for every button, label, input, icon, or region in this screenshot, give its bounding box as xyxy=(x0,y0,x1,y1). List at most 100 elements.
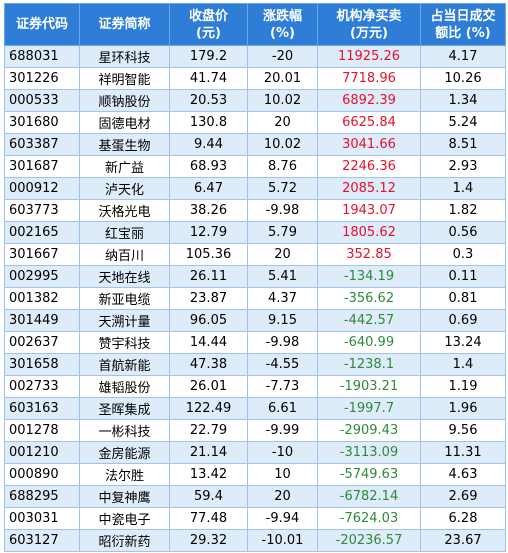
cell-share: 1.96 xyxy=(420,397,506,420)
cell-close: 96.05 xyxy=(169,309,248,332)
header-change: 涨跌幅 (%) xyxy=(247,3,318,46)
cell-close: 12.79 xyxy=(169,221,248,244)
cell-share: 2.69 xyxy=(420,485,506,508)
cell-close: 105.36 xyxy=(169,243,248,266)
cell-change: -9.98 xyxy=(247,331,318,354)
cell-net-buy: -442.57 xyxy=(317,309,421,332)
cell-net-buy: 1805.62 xyxy=(317,221,421,244)
cell-change: -4.55 xyxy=(247,353,318,376)
cell-close: 22.79 xyxy=(169,419,248,442)
header-row: 证券代码 证券简称 收盘价 (元) 涨跌幅 (%) 机构净买卖 (万元) 占当日成交额… xyxy=(4,3,506,46)
cell-close: 14.44 xyxy=(169,331,248,354)
cell-name: 首航新能 xyxy=(79,353,170,376)
cell-net-buy: 2246.36 xyxy=(317,155,421,178)
cell-net-buy: -134.19 xyxy=(317,265,421,288)
cell-name: 新广益 xyxy=(79,155,170,178)
cell-code: 688031 xyxy=(4,45,80,68)
cell-name: 中瓷电子 xyxy=(79,507,170,530)
cell-close: 20.53 xyxy=(169,89,248,112)
table-row: 603773 沃格光电 38.26 -9.98 1943.07 1.82 xyxy=(4,199,506,222)
cell-code: 000890 xyxy=(4,463,80,486)
cell-change: 20 xyxy=(247,485,318,508)
cell-change: 10 xyxy=(247,463,318,486)
cell-name: 天溯计量 xyxy=(79,309,170,332)
table-row: 603127 昭衍新药 29.32 -10.01 -20236.57 23.67 xyxy=(4,529,506,552)
cell-name: 中复神鹰 xyxy=(79,485,170,508)
cell-share: 0.11 xyxy=(420,265,506,288)
cell-net-buy: 1943.07 xyxy=(317,199,421,222)
cell-change: -9.94 xyxy=(247,507,318,530)
cell-code: 603127 xyxy=(4,529,80,552)
cell-share: 1.19 xyxy=(420,375,506,398)
cell-change: 10.02 xyxy=(247,89,318,112)
cell-close: 59.4 xyxy=(169,485,248,508)
cell-share: 5.24 xyxy=(420,111,506,134)
cell-code: 301658 xyxy=(4,353,80,376)
cell-code: 002165 xyxy=(4,221,80,244)
cell-share: 1.34 xyxy=(420,89,506,112)
cell-net-buy: -3113.09 xyxy=(317,441,421,464)
cell-close: 41.74 xyxy=(169,67,248,90)
cell-change: 20.01 xyxy=(247,67,318,90)
table-row: 301667 纳百川 105.36 20 352.85 0.3 xyxy=(4,243,506,266)
cell-share: 9.56 xyxy=(420,419,506,442)
cell-name: 赞宇科技 xyxy=(79,331,170,354)
table-row: 301687 新广益 68.93 8.76 2246.36 2.93 xyxy=(4,155,506,178)
cell-code: 001382 xyxy=(4,287,80,310)
cell-net-buy: -7624.03 xyxy=(317,507,421,530)
header-close: 收盘价 (元) xyxy=(169,3,248,46)
table-row: 301226 祥明智能 41.74 20.01 7718.96 10.26 xyxy=(4,67,506,90)
data-table-container: 证券代码 证券简称 收盘价 (元) 涨跌幅 (%) 机构净买卖 (万元) 占当日成交额… xyxy=(4,3,506,552)
cell-share: 4.17 xyxy=(420,45,506,68)
cell-close: 38.26 xyxy=(169,199,248,222)
cell-share: 10.26 xyxy=(420,67,506,90)
cell-net-buy: -20236.57 xyxy=(317,529,421,552)
cell-code: 301226 xyxy=(4,67,80,90)
cell-name: 星环科技 xyxy=(79,45,170,68)
cell-close: 21.14 xyxy=(169,441,248,464)
cell-name: 法尔胜 xyxy=(79,463,170,486)
cell-code: 688295 xyxy=(4,485,80,508)
cell-name: 顺钠股份 xyxy=(79,89,170,112)
cell-close: 26.01 xyxy=(169,375,248,398)
table-row: 000890 法尔胜 13.42 10 -5749.63 4.63 xyxy=(4,463,506,486)
cell-code: 003031 xyxy=(4,507,80,530)
cell-code: 301667 xyxy=(4,243,80,266)
table-row: 002165 红宝丽 12.79 5.79 1805.62 0.56 xyxy=(4,221,506,244)
cell-net-buy: 6625.84 xyxy=(317,111,421,134)
cell-share: 4.63 xyxy=(420,463,506,486)
cell-share: 11.31 xyxy=(420,441,506,464)
cell-close: 179.2 xyxy=(169,45,248,68)
table-row: 001210 金房能源 21.14 -10 -3113.09 11.31 xyxy=(4,441,506,464)
cell-share: 0.81 xyxy=(420,287,506,310)
cell-name: 金房能源 xyxy=(79,441,170,464)
cell-share: 6.28 xyxy=(420,507,506,530)
table-row: 001382 新亚电缆 23.87 4.37 -356.62 0.81 xyxy=(4,287,506,310)
table-row: 301449 天溯计量 96.05 9.15 -442.57 0.69 xyxy=(4,309,506,332)
cell-name: 圣晖集成 xyxy=(79,397,170,420)
cell-change: 8.76 xyxy=(247,155,318,178)
cell-close: 47.38 xyxy=(169,353,248,376)
cell-close: 23.87 xyxy=(169,287,248,310)
institution-trading-table: 证券代码 证券简称 收盘价 (元) 涨跌幅 (%) 机构净买卖 (万元) 占当日成交额… xyxy=(4,3,506,552)
cell-share: 0.56 xyxy=(420,221,506,244)
table-row: 000533 顺钠股份 20.53 10.02 6892.39 1.34 xyxy=(4,89,506,112)
cell-share: 1.82 xyxy=(420,199,506,222)
cell-code: 603163 xyxy=(4,397,80,420)
cell-share: 8.51 xyxy=(420,133,506,156)
cell-net-buy: -6782.14 xyxy=(317,485,421,508)
cell-share: 1.4 xyxy=(420,177,506,200)
cell-change: 4.37 xyxy=(247,287,318,310)
table-row: 002995 天地在线 26.11 5.41 -134.19 0.11 xyxy=(4,265,506,288)
cell-code: 603387 xyxy=(4,133,80,156)
cell-name: 纳百川 xyxy=(79,243,170,266)
cell-name: 祥明智能 xyxy=(79,67,170,90)
cell-change: -20 xyxy=(247,45,318,68)
cell-name: 固德电材 xyxy=(79,111,170,134)
table-row: 688031 星环科技 179.2 -20 11925.26 4.17 xyxy=(4,45,506,68)
cell-change: 20 xyxy=(247,111,318,134)
header-share: 占当日成交 额比 (%) xyxy=(420,3,506,46)
cell-close: 68.93 xyxy=(169,155,248,178)
header-name: 证券简称 xyxy=(79,3,170,46)
cell-code: 001278 xyxy=(4,419,80,442)
